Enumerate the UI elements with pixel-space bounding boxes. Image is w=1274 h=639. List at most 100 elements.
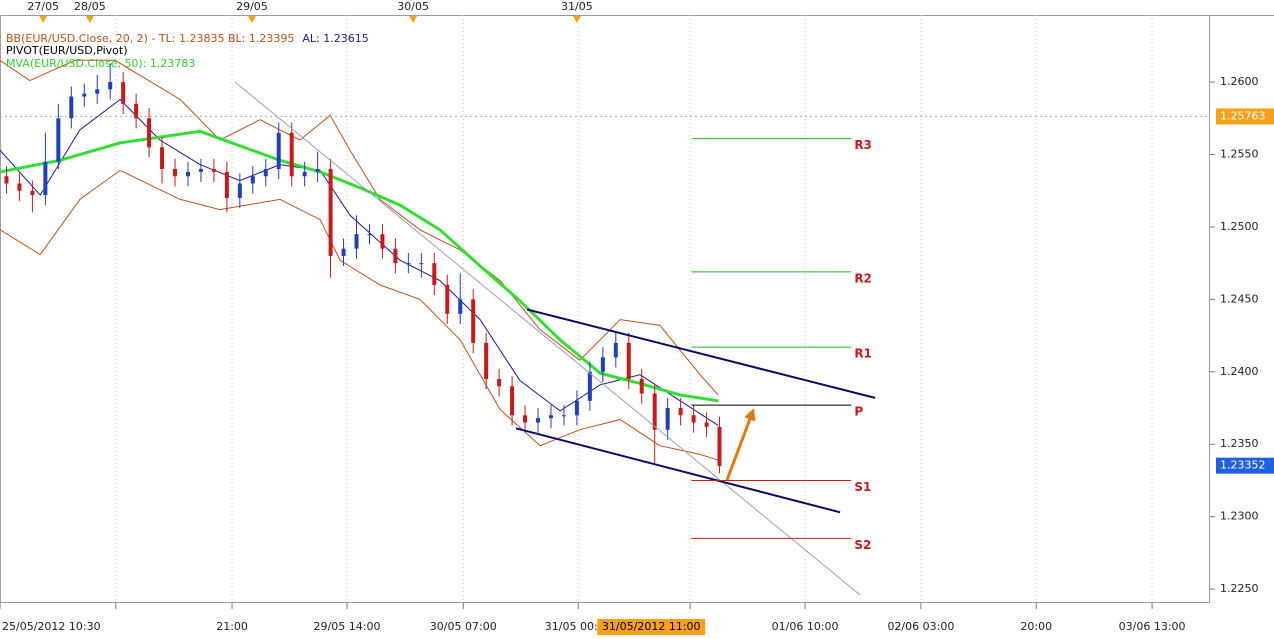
legend-entry: BB(EUR/USD.Close, 20, 2) - TL: 1.23835 B…	[6, 32, 294, 45]
candle-body	[289, 132, 294, 177]
trendline	[515, 427, 841, 514]
candle-body	[263, 168, 268, 177]
candle-body	[678, 408, 683, 416]
candle-body	[587, 371, 592, 401]
candle-body	[484, 342, 489, 380]
candle-body	[341, 248, 346, 256]
pivot-label: R2	[854, 271, 872, 285]
date-marker-label: 30/05	[397, 0, 429, 13]
candle-body	[95, 89, 100, 94]
candle-body	[276, 132, 281, 169]
y-tick-label: 1.2600	[1220, 75, 1259, 88]
x-tick-label: 20:00	[1020, 620, 1052, 633]
candle-body	[315, 168, 320, 172]
candle-body	[536, 418, 541, 423]
candle-body	[432, 263, 437, 285]
date-marker-label: 27/05	[27, 0, 59, 13]
candle-body	[185, 171, 190, 177]
candle-body	[639, 379, 644, 394]
date-marker	[247, 16, 256, 23]
candle-body	[561, 415, 566, 417]
price-marker-label: 1.25763	[1220, 109, 1266, 122]
candle-body	[380, 234, 385, 249]
pivot-label: P	[854, 405, 863, 419]
cursor-box	[597, 619, 706, 635]
candle-body	[704, 422, 709, 427]
candle-body	[445, 284, 450, 314]
candle-body	[302, 171, 307, 177]
candle-body	[69, 96, 74, 119]
candle-body	[82, 93, 87, 97]
candle-body	[613, 342, 618, 358]
price-marker-box	[1216, 457, 1274, 474]
pivot-label: S2	[854, 538, 871, 552]
legend-entry: MVA(EUR/USD.Close, 50): 1.23783	[6, 57, 195, 70]
y-tick-label: 1.2300	[1220, 510, 1259, 523]
x-tick-label: 31/05 00:00	[545, 620, 612, 633]
x-tick-label: 21:00	[216, 620, 248, 633]
legend-entry: AL: 1.23615	[302, 32, 368, 45]
indicator-line	[0, 98, 719, 426]
cursor-label: 31/05/2012 11:00	[602, 620, 701, 633]
candle-body	[198, 168, 203, 172]
candle-body	[419, 263, 424, 265]
pivot-label: R3	[854, 138, 872, 152]
candle-body	[600, 357, 605, 372]
y-tick-label: 1.2550	[1220, 148, 1259, 161]
candle-body	[56, 118, 61, 162]
candle-body	[160, 147, 165, 169]
y-tick-label: 1.2350	[1220, 437, 1259, 450]
pivot-label: R1	[854, 347, 872, 361]
plot-area	[0, 15, 1210, 603]
candle-body	[224, 171, 229, 198]
legend-entry: PIVOT(EUR/USD,Pivot)	[6, 44, 128, 57]
date-marker-label: 29/05	[236, 0, 268, 13]
x-tick-label: 02/06 03:00	[887, 620, 954, 633]
indicator-line	[0, 169, 719, 461]
candle-body	[626, 342, 631, 380]
trendline	[234, 81, 861, 596]
x-tick-label: 30/05 07:00	[430, 620, 497, 633]
candle-body	[691, 415, 696, 423]
candle-body	[250, 176, 255, 184]
y-tick-label: 1.2450	[1220, 292, 1259, 305]
x-tick-label: 03/06 13:00	[1119, 620, 1186, 633]
candle-body	[354, 234, 359, 249]
candle-body	[665, 408, 670, 430]
candle-body	[523, 415, 528, 423]
candle-body	[717, 426, 722, 466]
y-tick-label: 1.2400	[1220, 365, 1259, 378]
arrow	[725, 408, 756, 481]
price-marker-box	[1216, 108, 1274, 125]
candle-body	[30, 190, 35, 196]
candle-body	[652, 393, 657, 430]
candle-body	[211, 168, 216, 172]
candle-body	[121, 82, 126, 104]
candle-body	[497, 379, 502, 387]
candle-body	[173, 168, 178, 177]
candle-body	[510, 386, 515, 416]
candle-body	[108, 82, 113, 90]
indicator-line	[0, 59, 719, 396]
x-tick-label: 01/06 10:00	[772, 620, 839, 633]
candle-body	[471, 299, 476, 343]
candle-body	[134, 103, 139, 119]
date-marker-label: 28/05	[74, 0, 106, 13]
candle-body	[367, 234, 372, 236]
candle-body	[548, 415, 553, 419]
indicator-line	[0, 129, 719, 403]
trendline	[526, 308, 876, 399]
candle-body	[43, 161, 48, 196]
y-tick-label: 1.2500	[1220, 220, 1259, 233]
date-marker	[85, 16, 94, 23]
date-marker	[572, 16, 581, 23]
candle-body	[328, 168, 333, 256]
x-tick-label: 29/05 14:00	[314, 620, 381, 633]
y-tick-label: 1.2250	[1220, 582, 1259, 595]
x-tick-label: 25/05/2012 10:30	[2, 620, 101, 633]
plot-frame	[0, 15, 1210, 603]
price-marker-label: 1.23352	[1220, 459, 1266, 472]
candle-body	[147, 118, 152, 148]
candle-body	[574, 400, 579, 416]
